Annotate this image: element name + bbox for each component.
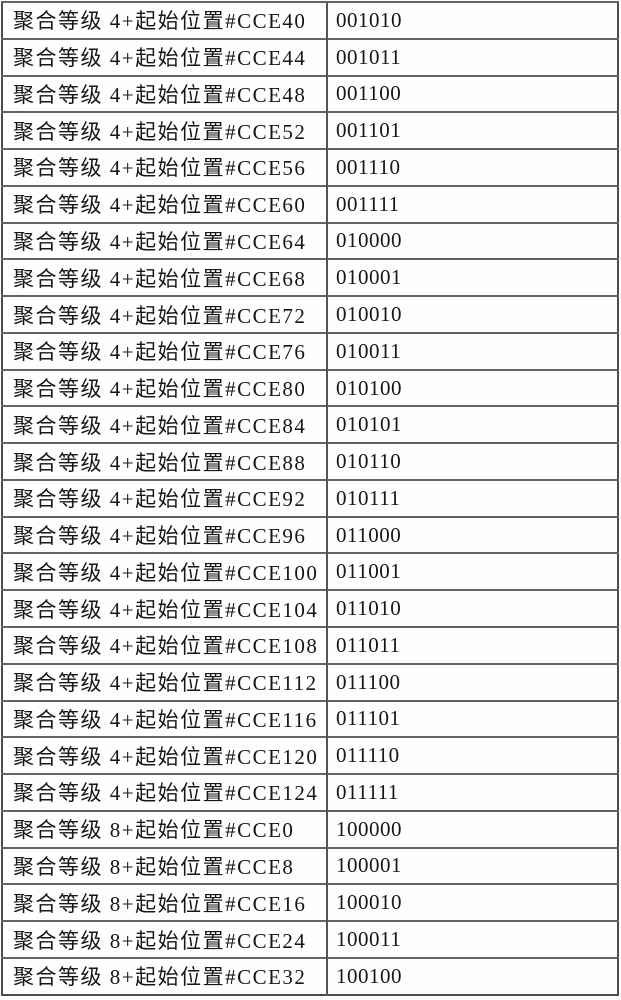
row-label: 聚合等级 4+起始位置#CCE64 [2,221,327,260]
table-row: 聚合等级 4+起始位置#CCE108 011011 [2,626,618,665]
table-row: 聚合等级 4+起始位置#CCE48 001100 [2,74,618,113]
table-row: 聚合等级 8+起始位置#CCE0 100000 [2,809,618,849]
table-row: 聚合等级 4+起始位置#CCE96 011000 [2,515,618,554]
row-value: 010111 [326,478,618,518]
row-value: 100001 [326,846,618,885]
row-value: 001100 [326,74,618,113]
row-label: 聚合等级 4+起始位置#CCE116 [2,699,327,738]
row-label: 聚合等级 4+起始位置#CCE72 [2,295,327,334]
row-label: 聚合等级 4+起始位置#CCE84 [2,405,327,444]
row-value: 001011 [326,37,618,77]
table-row: 聚合等级 4+起始位置#CCE72 010010 [2,295,618,334]
table-row: 聚合等级 4+起始位置#CCE80 010100 [2,368,618,407]
row-value: 001110 [326,148,618,187]
table-row: 聚合等级 4+起始位置#CCE104 011010 [2,589,618,628]
table-row: 聚合等级 8+起始位置#CCE32 100100 [2,956,618,996]
table-row: 聚合等级 4+起始位置#CCE112 011100 [2,662,618,702]
table-row: 聚合等级 8+起始位置#CCE24 100011 [2,920,618,959]
row-value: 001010 [326,1,618,40]
row-value: 011010 [326,589,618,628]
table-row: 聚合等级 4+起始位置#CCE52 001101 [2,111,618,150]
row-value: 010001 [326,258,618,297]
table-row: 聚合等级 4+起始位置#CCE124 011111 [2,773,618,812]
row-value: 011000 [326,515,618,554]
table-row: 聚合等级 8+起始位置#CCE16 100010 [2,883,618,922]
row-label: 聚合等级 4+起始位置#CCE44 [2,37,327,77]
row-label: 聚合等级 4+起始位置#CCE48 [2,74,327,113]
table-row: 聚合等级 4+起始位置#CCE100 011001 [2,552,618,591]
row-value: 011110 [326,736,618,775]
table-row: 聚合等级 4+起始位置#CCE76 010011 [2,331,618,371]
row-value: 100010 [326,883,618,922]
row-value: 001111 [326,184,618,224]
row-label: 聚合等级 4+起始位置#CCE104 [2,589,327,628]
row-value: 100000 [326,809,618,849]
row-value: 010101 [326,405,618,444]
row-label: 聚合等级 4+起始位置#CCE108 [2,626,327,665]
row-value: 010100 [326,368,618,407]
row-label: 聚合等级 4+起始位置#CCE120 [2,736,327,775]
row-label: 聚合等级 4+起始位置#CCE96 [2,515,327,554]
row-label: 聚合等级 8+起始位置#CCE0 [2,809,327,849]
row-label: 聚合等级 8+起始位置#CCE24 [2,920,327,959]
row-label: 聚合等级 4+起始位置#CCE68 [2,258,327,297]
row-label: 聚合等级 8+起始位置#CCE16 [2,883,327,922]
table-row: 聚合等级 4+起始位置#CCE40 001010 [2,1,618,40]
table-row: 聚合等级 4+起始位置#CCE120 011110 [2,736,618,775]
row-value: 011011 [326,626,618,665]
table-row: 聚合等级 4+起始位置#CCE88 010110 [2,442,618,481]
row-label: 聚合等级 4+起始位置#CCE124 [2,773,327,812]
table-row: 聚合等级 4+起始位置#CCE64 010000 [2,221,618,260]
row-label: 聚合等级 8+起始位置#CCE8 [2,846,327,885]
row-label: 聚合等级 4+起始位置#CCE80 [2,368,327,407]
table-row: 聚合等级 4+起始位置#CCE60 001111 [2,184,618,224]
row-value: 011111 [326,773,618,812]
row-label: 聚合等级 4+起始位置#CCE40 [2,1,327,40]
row-label: 聚合等级 4+起始位置#CCE92 [2,478,327,518]
table-row: 聚合等级 4+起始位置#CCE92 010111 [2,478,618,518]
row-label: 聚合等级 4+起始位置#CCE100 [2,552,327,591]
row-value: 010000 [326,221,618,260]
row-value: 010110 [326,442,618,481]
row-label: 聚合等级 4+起始位置#CCE112 [2,662,327,702]
row-value: 010010 [326,295,618,334]
table-row: 聚合等级 4+起始位置#CCE56 001110 [2,148,618,187]
table-row: 聚合等级 8+起始位置#CCE8 100001 [2,846,618,885]
row-label: 聚合等级 8+起始位置#CCE32 [2,956,327,996]
table-row: 聚合等级 4+起始位置#CCE68 010001 [2,258,618,297]
table-row: 聚合等级 4+起始位置#CCE44 001011 [2,37,618,77]
row-value: 010011 [326,331,618,371]
row-value: 011101 [326,699,618,738]
row-label: 聚合等级 4+起始位置#CCE76 [2,331,327,371]
row-value: 001101 [326,111,618,150]
table-row: 聚合等级 4+起始位置#CCE84 010101 [2,405,618,444]
row-value: 011100 [326,662,618,702]
row-label: 聚合等级 4+起始位置#CCE52 [2,111,327,150]
table-row: 聚合等级 4+起始位置#CCE116 011101 [2,699,618,738]
row-label: 聚合等级 4+起始位置#CCE88 [2,442,327,481]
row-value: 100011 [326,920,618,959]
row-label: 聚合等级 4+起始位置#CCE60 [2,184,327,224]
row-value: 011001 [326,552,618,591]
row-value: 100100 [326,956,618,996]
row-label: 聚合等级 4+起始位置#CCE56 [2,148,327,187]
